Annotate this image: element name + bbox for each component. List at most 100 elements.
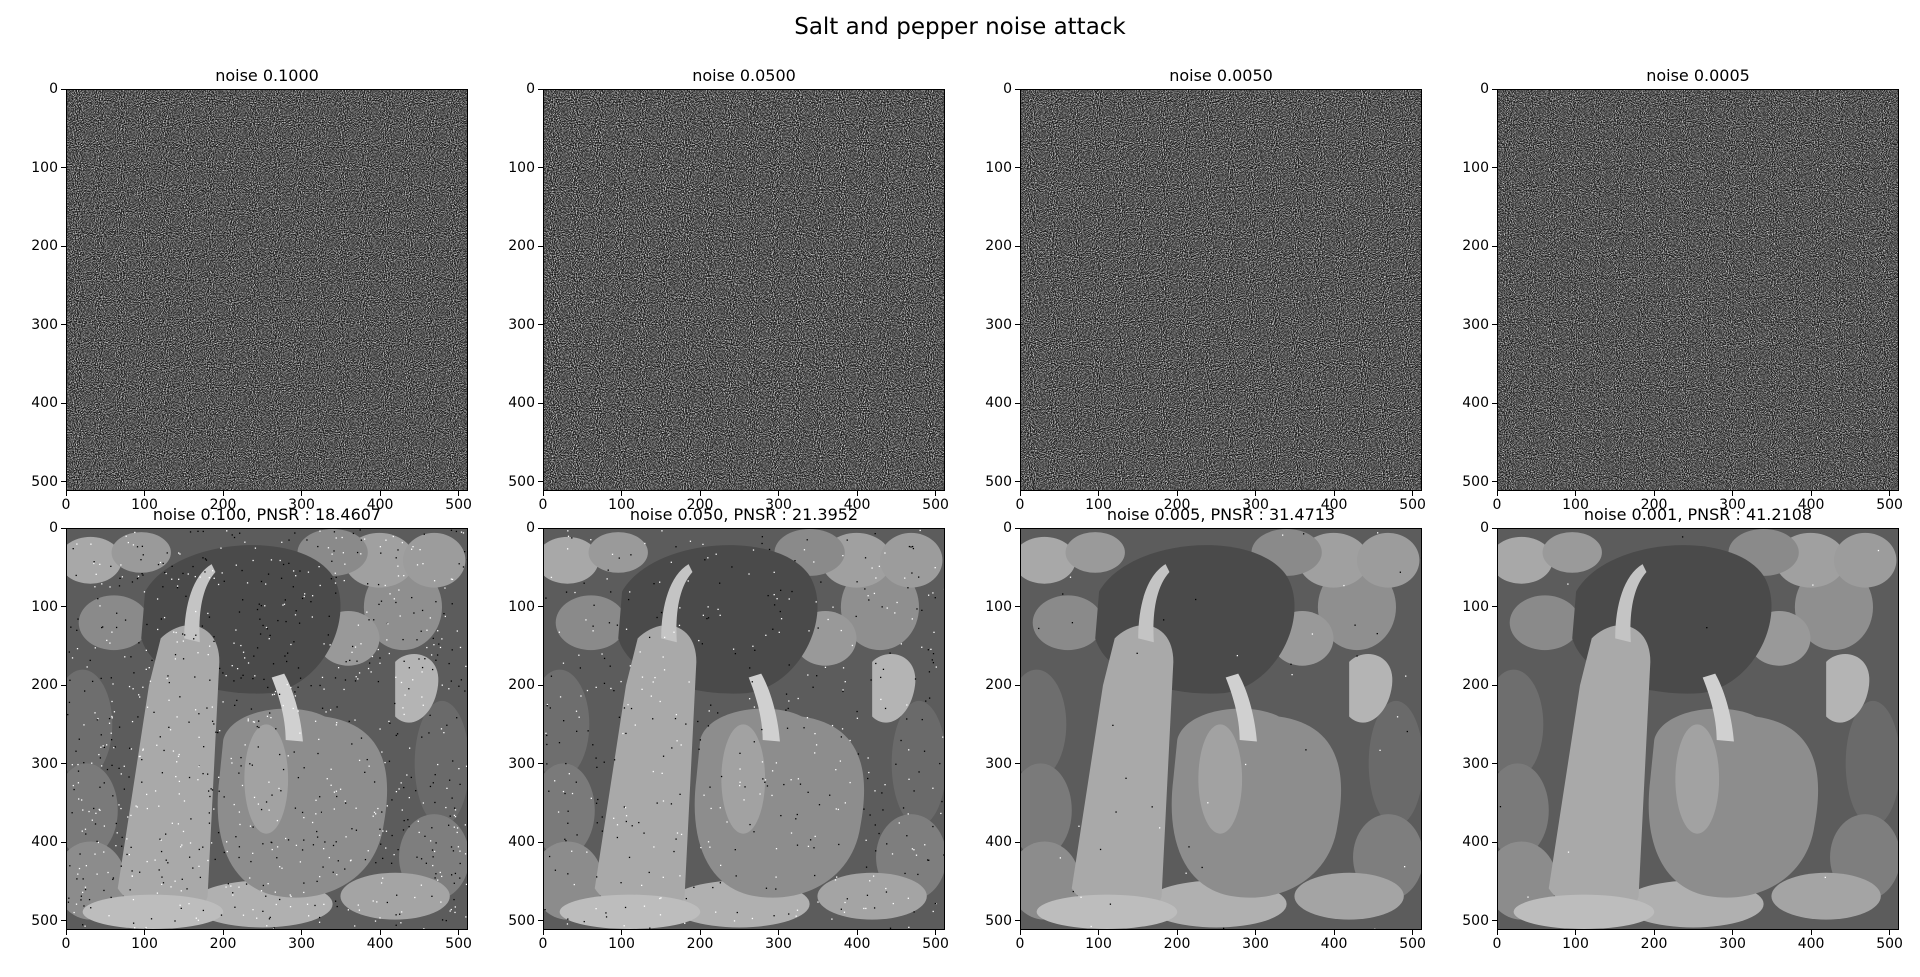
- x-tick-mark: [1412, 491, 1414, 496]
- y-tick-label: 400: [508, 395, 535, 412]
- image-plot: [1021, 529, 1421, 929]
- y-tick-mark: [1492, 324, 1497, 326]
- y-tick-mark: [1015, 245, 1020, 247]
- y-tick-label: 300: [508, 316, 535, 333]
- noise-pattern: [1021, 90, 1421, 490]
- y-tick-label: 100: [508, 598, 535, 615]
- image-plot: [1498, 529, 1898, 929]
- peppers-image: [1498, 529, 1898, 929]
- y-tick-label: 400: [1462, 395, 1489, 412]
- y-tick-label: 200: [31, 238, 58, 255]
- y-tick-mark: [61, 841, 66, 843]
- y-tick-label: 300: [31, 316, 58, 333]
- y-tick-mark: [538, 245, 543, 247]
- y-tick-mark: [61, 88, 66, 90]
- y-tick-label: 400: [1462, 834, 1489, 851]
- salt-pepper-speckles: [67, 529, 467, 929]
- x-tick-mark: [1098, 930, 1100, 935]
- x-tick-label: 0: [1492, 936, 1502, 952]
- y-tick-mark: [1015, 684, 1020, 686]
- x-tick-mark: [1176, 930, 1178, 935]
- x-tick-mark: [1496, 930, 1498, 935]
- y-tick-label: 100: [31, 598, 58, 615]
- y-tick-label: 400: [985, 395, 1012, 412]
- y-tick-mark: [1492, 402, 1497, 404]
- x-tick-mark: [301, 930, 303, 935]
- panel-title: noise 0.1000: [215, 66, 319, 85]
- y-tick-label: 200: [985, 238, 1012, 255]
- y-tick-mark: [61, 920, 66, 922]
- x-tick-label: 300: [1719, 497, 1746, 513]
- y-tick-mark: [1015, 402, 1020, 404]
- y-tick-mark: [538, 481, 543, 483]
- x-tick-mark: [458, 930, 460, 935]
- x-tick-mark: [222, 930, 224, 935]
- y-tick-mark: [61, 763, 66, 765]
- x-tick-label: 400: [366, 497, 394, 513]
- x-tick-mark: [935, 491, 937, 496]
- image-axes: [66, 528, 468, 930]
- x-tick-label: 300: [765, 936, 792, 952]
- y-tick-mark: [538, 920, 543, 922]
- y-tick-mark: [1015, 88, 1020, 90]
- x-tick-label: 300: [1242, 936, 1269, 952]
- x-tick-label: 300: [765, 497, 792, 513]
- x-tick-mark: [1255, 491, 1257, 496]
- y-tick-label: 0: [1003, 520, 1012, 536]
- y-tick-label: 100: [1462, 159, 1489, 176]
- y-tick-label: 500: [1462, 473, 1489, 490]
- y-tick-mark: [1492, 88, 1497, 90]
- x-tick-label: 300: [288, 497, 315, 513]
- x-tick-mark: [778, 930, 780, 935]
- x-tick-label: 100: [131, 497, 158, 513]
- x-tick-mark: [1098, 491, 1100, 496]
- y-tick-mark: [1492, 245, 1497, 247]
- x-tick-label: 300: [1242, 497, 1269, 513]
- y-tick-mark: [61, 527, 66, 529]
- y-tick-mark: [1492, 606, 1497, 608]
- x-tick-label: 500: [1399, 936, 1426, 952]
- y-tick-mark: [1492, 684, 1497, 686]
- y-tick-mark: [61, 606, 66, 608]
- y-tick-label: 500: [985, 912, 1012, 929]
- y-tick-label: 500: [508, 473, 535, 490]
- x-tick-mark: [1810, 491, 1812, 496]
- x-tick-label: 100: [608, 936, 635, 952]
- x-tick-label: 400: [1320, 497, 1348, 513]
- x-tick-mark: [1889, 491, 1891, 496]
- x-tick-mark: [1019, 491, 1021, 496]
- x-tick-mark: [1412, 930, 1414, 935]
- y-tick-label: 0: [1480, 81, 1489, 97]
- y-tick-label: 400: [508, 834, 535, 851]
- image-axes: [543, 89, 945, 491]
- x-tick-label: 200: [209, 936, 237, 952]
- x-tick-label: 100: [1085, 936, 1112, 952]
- x-tick-mark: [1176, 491, 1178, 496]
- x-tick-label: 100: [1085, 497, 1112, 513]
- image-axes: [543, 528, 945, 930]
- y-tick-mark: [61, 167, 66, 169]
- y-tick-mark: [1015, 481, 1020, 483]
- x-tick-label: 400: [843, 936, 871, 952]
- x-tick-mark: [144, 930, 146, 935]
- panel-title: noise 0.0005: [1646, 66, 1750, 85]
- y-tick-label: 200: [985, 677, 1012, 694]
- x-tick-label: 500: [445, 936, 472, 952]
- image-axes: [1020, 89, 1422, 491]
- y-tick-label: 300: [31, 755, 58, 772]
- image-plot: [67, 90, 467, 490]
- x-tick-mark: [699, 930, 701, 935]
- y-tick-mark: [538, 88, 543, 90]
- y-tick-label: 500: [508, 912, 535, 929]
- image-axes: [66, 89, 468, 491]
- noise-pattern: [1498, 90, 1898, 490]
- y-tick-label: 200: [1462, 238, 1489, 255]
- y-tick-mark: [538, 167, 543, 169]
- panel-title: noise 0.0500: [692, 66, 796, 85]
- y-tick-label: 500: [1462, 912, 1489, 929]
- y-tick-mark: [538, 402, 543, 404]
- x-tick-label: 200: [1163, 497, 1191, 513]
- x-tick-label: 200: [686, 936, 714, 952]
- x-tick-label: 500: [1399, 497, 1426, 513]
